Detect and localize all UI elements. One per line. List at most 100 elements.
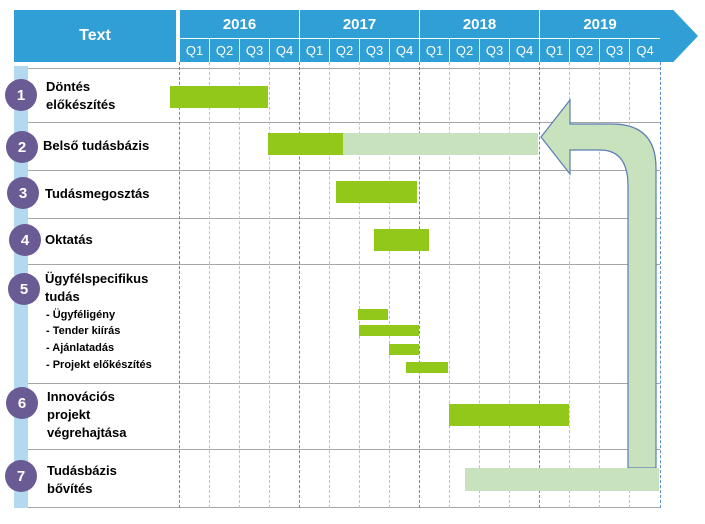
row-label: Oktatás [45, 231, 93, 249]
row-number-badge: 1 [5, 79, 37, 111]
gridline [209, 62, 210, 508]
row-label-line: előkészítés [46, 97, 116, 112]
year-2018: 2018 [419, 10, 539, 38]
sub-item: - Ajánlatadás [46, 342, 115, 354]
row-label-line: Belső tudásbázis [43, 138, 150, 153]
row-label-line: tudás [45, 289, 80, 304]
row-divider [28, 449, 660, 450]
gantt-bar-tender [359, 325, 419, 336]
gridline [359, 62, 360, 508]
gridline [389, 62, 390, 508]
row-number: 3 [18, 184, 28, 202]
quarter-cell: Q1 [539, 38, 569, 62]
row-label: Innovációs projekt végrehajtása [47, 388, 127, 442]
gridline [239, 62, 240, 508]
quarter-cell: Q3 [359, 38, 389, 62]
quarter-label: Q4 [636, 43, 654, 58]
quarter-cell: Q3 [479, 38, 509, 62]
gantt-bar-project-prep [406, 362, 448, 373]
quarter-cell: Q4 [389, 38, 419, 62]
quarter-label: Q1 [305, 43, 324, 58]
gantt-bar-internal-knowledge-base [268, 133, 343, 155]
header-text-label: Text [79, 27, 111, 44]
gantt-bar-customer-need [358, 309, 388, 320]
row-number-badge: 3 [7, 177, 39, 209]
sub-item: - Tender kiírás [46, 325, 121, 337]
quarter-label: Q1 [545, 43, 564, 58]
gridline [660, 62, 661, 508]
row-number: 2 [17, 138, 27, 156]
row-divider [28, 170, 660, 171]
quarter-cell: Q1 [299, 38, 329, 62]
quarter-label: Q4 [515, 43, 534, 58]
row-label-line: Tudásmegosztás [45, 186, 150, 201]
gantt-bar-training [374, 229, 429, 251]
quarter-cell: Q1 [179, 38, 209, 62]
row-divider [28, 383, 660, 384]
gridline [269, 62, 270, 508]
row-label-line: Tudásbázis [47, 463, 117, 478]
row-number: 7 [16, 467, 26, 485]
row-number-badge: 2 [6, 131, 38, 163]
year-label: 2016 [222, 15, 257, 33]
row-number: 4 [20, 231, 30, 249]
quarter-label: Q1 [425, 43, 444, 58]
row-label: Tudásmegosztás [45, 185, 150, 203]
quarter-label: Q4 [275, 43, 294, 58]
feedback-arrow-shape [540, 98, 657, 469]
row-label-line: végrehajtása [47, 425, 127, 440]
row-label: Belső tudásbázis [43, 137, 149, 155]
year-2017: 2017 [299, 10, 419, 38]
quarter-cell: Q3 [239, 38, 269, 62]
quarter-cell: Q4 [509, 38, 539, 62]
year-2019: 2019 [539, 10, 660, 38]
gantt-bar-decision-prep [170, 86, 268, 108]
row-number: 6 [17, 394, 27, 412]
quarter-cell: Q2 [209, 38, 239, 62]
year-label: 2019 [583, 15, 617, 33]
gridline [509, 62, 510, 508]
row-number-badge: 5 [8, 273, 40, 305]
gantt-bar-knowledge-base-extension [342, 133, 538, 155]
row-divider [28, 507, 660, 508]
row-divider [28, 122, 660, 123]
row-label-line: Ügyfélspecifikus [45, 271, 149, 286]
quarter-label: Q3 [605, 43, 624, 58]
quarter-label: Q4 [395, 43, 414, 58]
row-label-line: Döntés [46, 79, 91, 94]
gridline [179, 62, 180, 508]
row-label-line: Oktatás [45, 232, 93, 247]
quarter-cell: Q2 [329, 38, 359, 62]
gantt-bar-knowledge-sharing [336, 181, 417, 203]
quarter-label: Q2 [575, 43, 594, 58]
quarter-label: Q2 [215, 43, 234, 58]
gridline [299, 62, 300, 508]
header-text-cell: Text [14, 10, 176, 62]
gridline [419, 62, 420, 508]
quarter-cell: Q4 [269, 38, 299, 62]
gridline [479, 62, 480, 508]
sub-item: - Projekt előkészítés [46, 359, 152, 371]
row-label-line: projekt [47, 407, 91, 422]
row-number-badge: 6 [6, 387, 38, 419]
quarter-label: Q2 [335, 43, 354, 58]
row-number-badge: 7 [5, 460, 37, 492]
row-label-line: bővítés [47, 481, 93, 496]
row-number: 1 [16, 86, 26, 104]
quarter-cell: Q2 [569, 38, 599, 62]
quarter-label: Q3 [245, 43, 264, 58]
quarter-cell: Q4 [629, 38, 660, 62]
gantt-bar-offer [389, 344, 419, 355]
row-label: Ügyfélspecifikus tudás [45, 270, 148, 306]
row-divider [28, 68, 660, 69]
gantt-bar-innovation-project [449, 404, 569, 426]
quarter-label: Q1 [185, 43, 204, 58]
quarter-label: Q3 [485, 43, 504, 58]
gridline [599, 62, 600, 508]
quarter-cell: Q3 [599, 38, 629, 62]
row-number: 5 [19, 280, 29, 298]
gantt-bar-knowledge-base-expansion [465, 468, 659, 491]
quarter-cell: Q2 [449, 38, 479, 62]
year-label: 2017 [342, 15, 377, 33]
